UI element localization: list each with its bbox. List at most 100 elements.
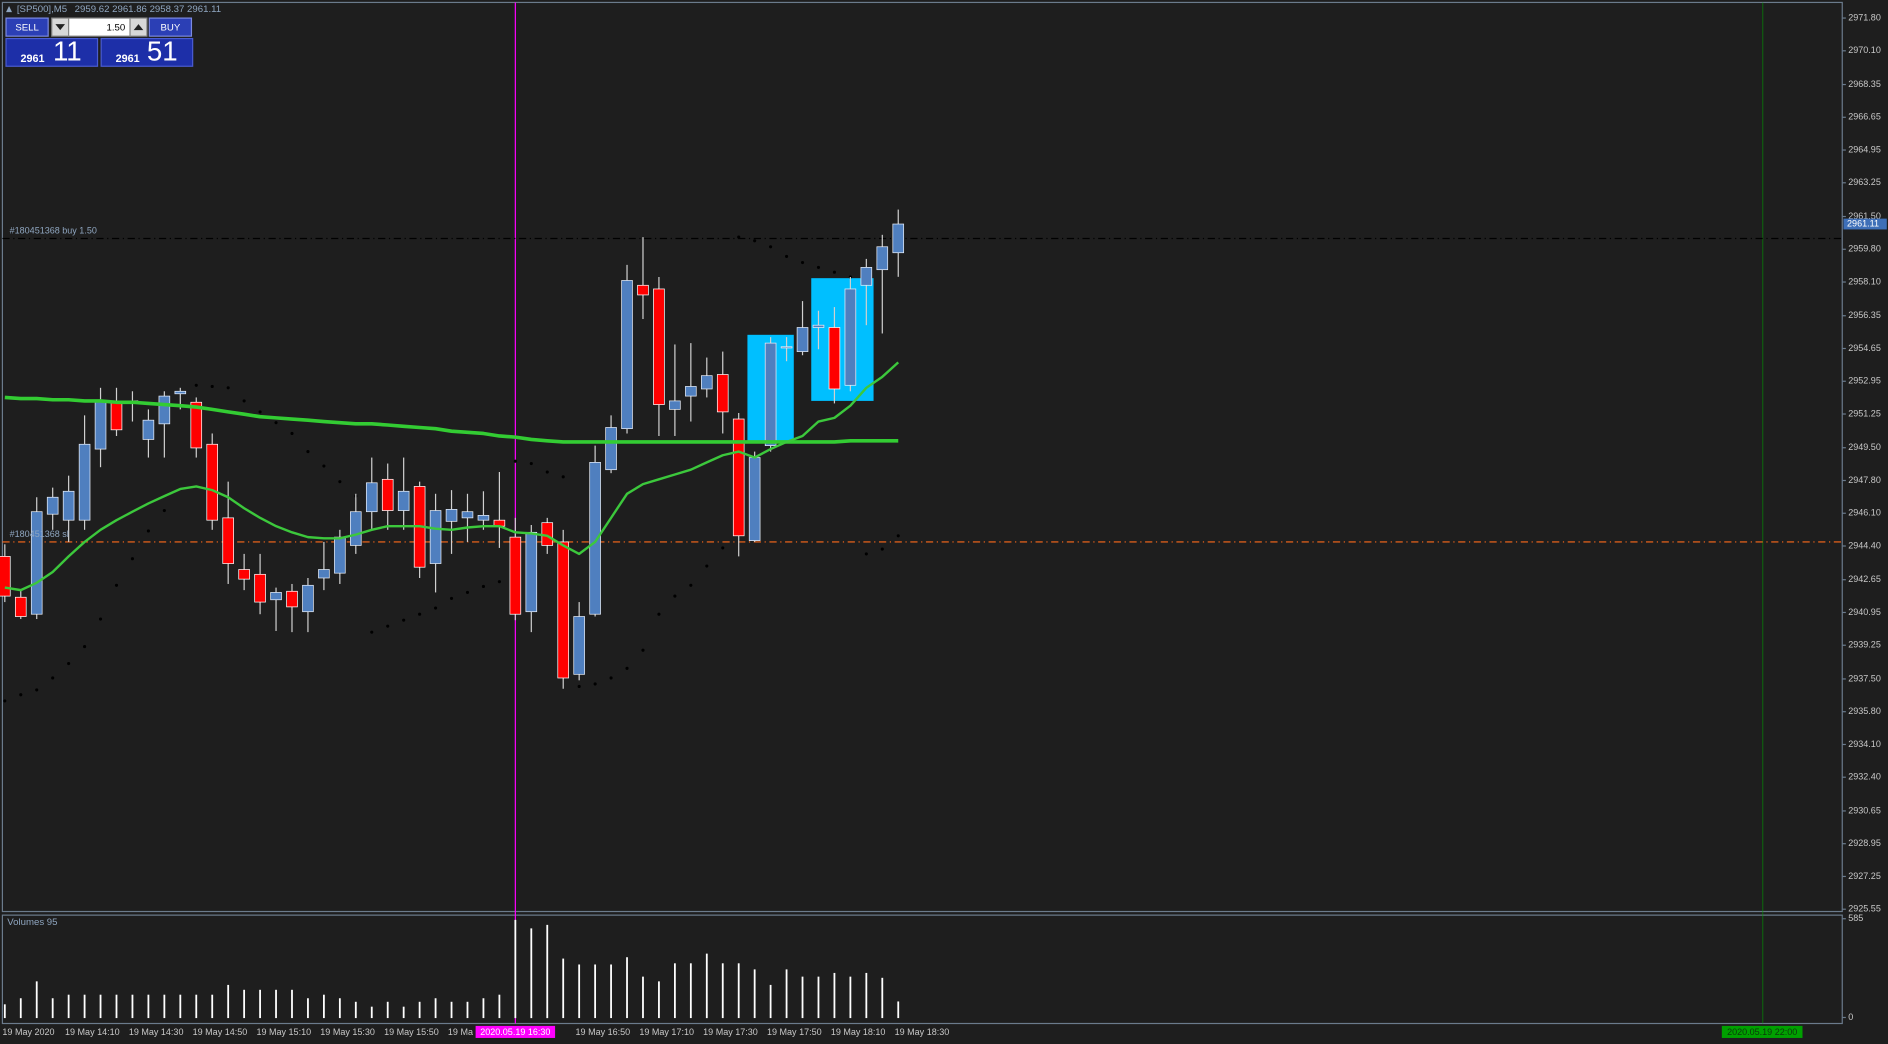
candle-body [525, 531, 538, 613]
candle-body [397, 490, 410, 511]
x-tick-label: 19 May 18:10 [831, 1027, 886, 1037]
collapse-icon[interactable] [6, 6, 13, 13]
y-tick-label: 2952.95 [1848, 376, 1881, 386]
volume-tick-label: 585 [1848, 913, 1863, 923]
level-label: #180451368 sl [10, 529, 69, 539]
sar-dot [465, 590, 470, 595]
sell-label: SELL [15, 22, 39, 33]
y-tick-label: 2934.10 [1848, 739, 1881, 749]
sar-dot [242, 399, 246, 403]
sar-dot [673, 594, 677, 598]
background-layer [2, 2, 1843, 1024]
ask-block[interactable] [100, 37, 194, 67]
candle-body [653, 288, 665, 405]
current-price-box [1843, 218, 1887, 230]
candle-body [701, 375, 713, 390]
bid-block[interactable] [5, 37, 99, 67]
candle-body [62, 490, 75, 521]
ohlc: 2959.62 2961.86 2958.37 2961.11 [75, 4, 221, 15]
y-tick-label: 2937.50 [1848, 673, 1881, 683]
bid-small: 11 [53, 35, 82, 66]
x-tick-label: 19 May 16:50 [576, 1027, 631, 1037]
candle-body [14, 596, 27, 617]
y-tick-label: 2971.80 [1848, 12, 1881, 22]
sar-dot [418, 612, 422, 616]
candle-body [110, 400, 123, 431]
candle-body [605, 427, 617, 471]
sar-dot [593, 682, 597, 686]
sar-dot [370, 630, 374, 634]
candle-body [621, 280, 633, 430]
candle-body [190, 401, 203, 449]
x-tick-label: 19 May 18:30 [895, 1027, 950, 1037]
sar-dot [51, 676, 55, 680]
sar-dot [545, 470, 549, 474]
sar-dot [577, 684, 581, 689]
y-tick-label: 2925.55 [1848, 904, 1881, 914]
sell-button[interactable] [5, 17, 49, 37]
y-tick-label: 2956.35 [1848, 310, 1881, 320]
symbol: [SP500],M5 [17, 4, 67, 15]
candle-body [334, 536, 346, 574]
buy-button[interactable] [148, 17, 193, 37]
candle-body [637, 284, 649, 296]
sar-dot [625, 666, 629, 670]
ask-big: 2961 [116, 53, 140, 65]
candle-body [844, 288, 857, 386]
sar-dot [386, 624, 390, 628]
candle-body [764, 342, 777, 446]
candle-body [318, 569, 330, 579]
x-tick-label: 19 May 14:10 [65, 1027, 120, 1037]
y-tick-label: 2958.10 [1848, 276, 1881, 286]
candle-body [429, 510, 442, 564]
y-tick-label: 2963.25 [1848, 177, 1881, 187]
lot-up-icon [133, 24, 144, 31]
x-tick-label: 19 May 17:10 [639, 1027, 694, 1037]
x-tick-label: 19 May 15:30 [320, 1027, 375, 1037]
main-layer [0, 209, 905, 1019]
sar-dot [497, 580, 501, 584]
sar-dot [114, 583, 119, 587]
sar-dot [737, 235, 741, 239]
ask-small: 51 [147, 35, 178, 66]
candle-body [78, 443, 91, 521]
candle-body [732, 418, 745, 537]
candle-body [685, 386, 697, 397]
y-tick-label: 2951.25 [1848, 408, 1881, 418]
candle-body [876, 246, 889, 271]
lot-value: 1.50 [106, 22, 125, 33]
candle-body [748, 457, 761, 541]
crosshair-time-label: 2020.05.19 16:30 [480, 1027, 550, 1037]
sar-dot [83, 645, 87, 649]
moving-average [4, 361, 900, 592]
candle-body [365, 482, 378, 513]
sar-dot [561, 475, 565, 479]
y-tick-label: 2942.65 [1848, 574, 1881, 584]
sar-dot [306, 450, 310, 454]
candle-body [509, 536, 522, 615]
candle-body [94, 400, 107, 450]
sar-dot [896, 534, 900, 538]
sar-dot [832, 270, 836, 274]
y-tick-label: 2964.95 [1848, 144, 1881, 154]
volume-tick-label: 0 [1848, 1012, 1853, 1022]
sar-dot [721, 546, 725, 550]
bid-big: 2961 [20, 53, 44, 65]
y-tick-label: 2970.10 [1848, 45, 1881, 55]
sar-dot [35, 688, 39, 692]
candle-body [716, 374, 729, 413]
y-tick-label: 2939.25 [1848, 640, 1881, 650]
sar-dot [609, 676, 613, 680]
level-label: #180451368 buy 1.50 [10, 226, 97, 236]
candle-body [206, 443, 218, 521]
x-tick-label: 19 May 14:30 [129, 1027, 184, 1037]
sar-dot [481, 584, 486, 589]
trade-panel: SELL 1.50 BUY 2961 11 2961 51 [5, 17, 194, 67]
candle-body [461, 511, 474, 519]
y-tick-label: 2959.80 [1848, 244, 1881, 254]
candle-body [477, 515, 490, 521]
volume-title: Volumes 95 [7, 917, 57, 928]
sar-dot [816, 265, 821, 269]
sar-dot [258, 410, 262, 414]
